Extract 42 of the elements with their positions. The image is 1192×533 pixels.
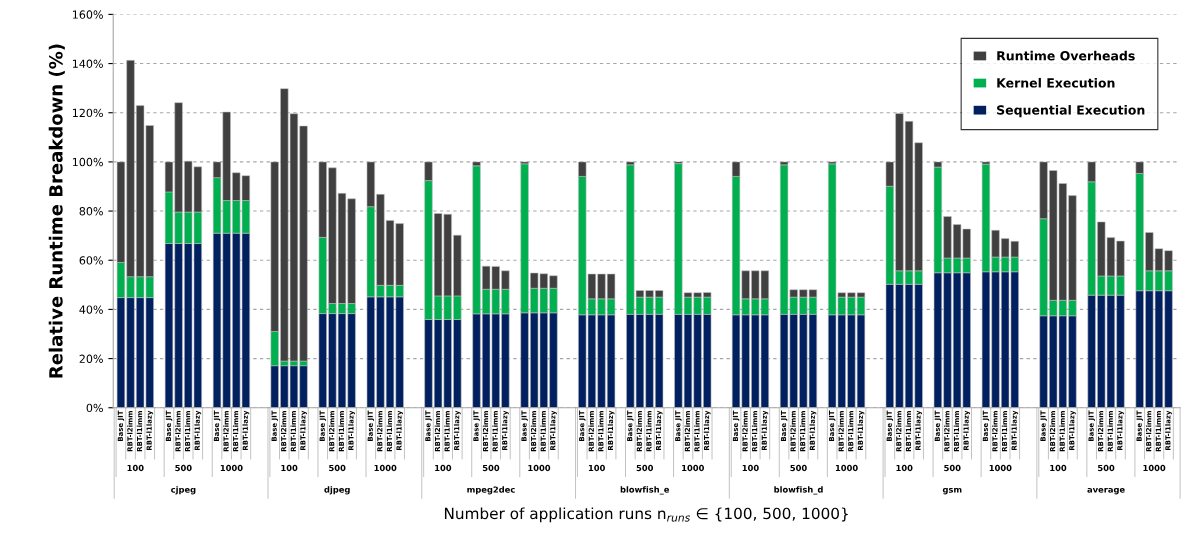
text: djpeg — [324, 486, 350, 495]
text: 100 — [281, 464, 298, 472]
text: average — [1087, 487, 1125, 495]
text: 1000 — [528, 464, 551, 472]
text: gsm — [942, 487, 962, 495]
text: 1000 — [374, 464, 397, 472]
text: 500 — [790, 464, 807, 472]
y-tick-label: 120% — [72, 108, 103, 118]
y-tick-label: 40% — [79, 305, 103, 314]
text: 100 — [435, 464, 452, 472]
y-tick-label: 80% — [79, 207, 103, 216]
text: 100 — [1050, 464, 1067, 472]
y-tick-label: 60% — [79, 256, 103, 265]
text: mpeg2dec — [467, 486, 515, 495]
text: 1000 — [220, 464, 243, 472]
text: 1000 — [1143, 464, 1166, 472]
y-tick-label: 100% — [72, 157, 103, 167]
text: 500 — [482, 464, 500, 472]
text: 1000 — [989, 464, 1012, 472]
text: cjpeg — [171, 486, 196, 495]
y-axis-title: Relative Runtime Breakdown (%) — [48, 44, 65, 378]
text: 100 — [896, 464, 913, 472]
legend-label: Kernel Execution — [997, 77, 1115, 88]
y-tick-label: 160% — [72, 10, 103, 19]
legend-label: Runtime Overheads — [997, 50, 1135, 61]
text: 1000 — [835, 464, 858, 472]
text: 500 — [1098, 464, 1115, 472]
text: 500 — [636, 464, 654, 472]
text: 500 — [175, 464, 192, 472]
text: 500 — [944, 464, 961, 472]
y-tick-label: 20% — [79, 354, 103, 363]
text: blowfish_d — [774, 486, 823, 495]
text: 100 — [742, 464, 759, 472]
x-axis-title: Number of application runs n$_{runs}$ ∈ {100, 500, 1000} — [444, 507, 848, 523]
y-tick-label: 140% — [72, 59, 103, 68]
text: 500 — [329, 464, 346, 472]
text: 1000 — [682, 464, 704, 472]
y-tick-label: 0% — [86, 403, 103, 413]
text: 100 — [127, 464, 144, 472]
text: 100 — [588, 464, 605, 472]
text: blowfish_e — [620, 486, 670, 495]
legend-label: Sequential Execution — [997, 105, 1145, 118]
